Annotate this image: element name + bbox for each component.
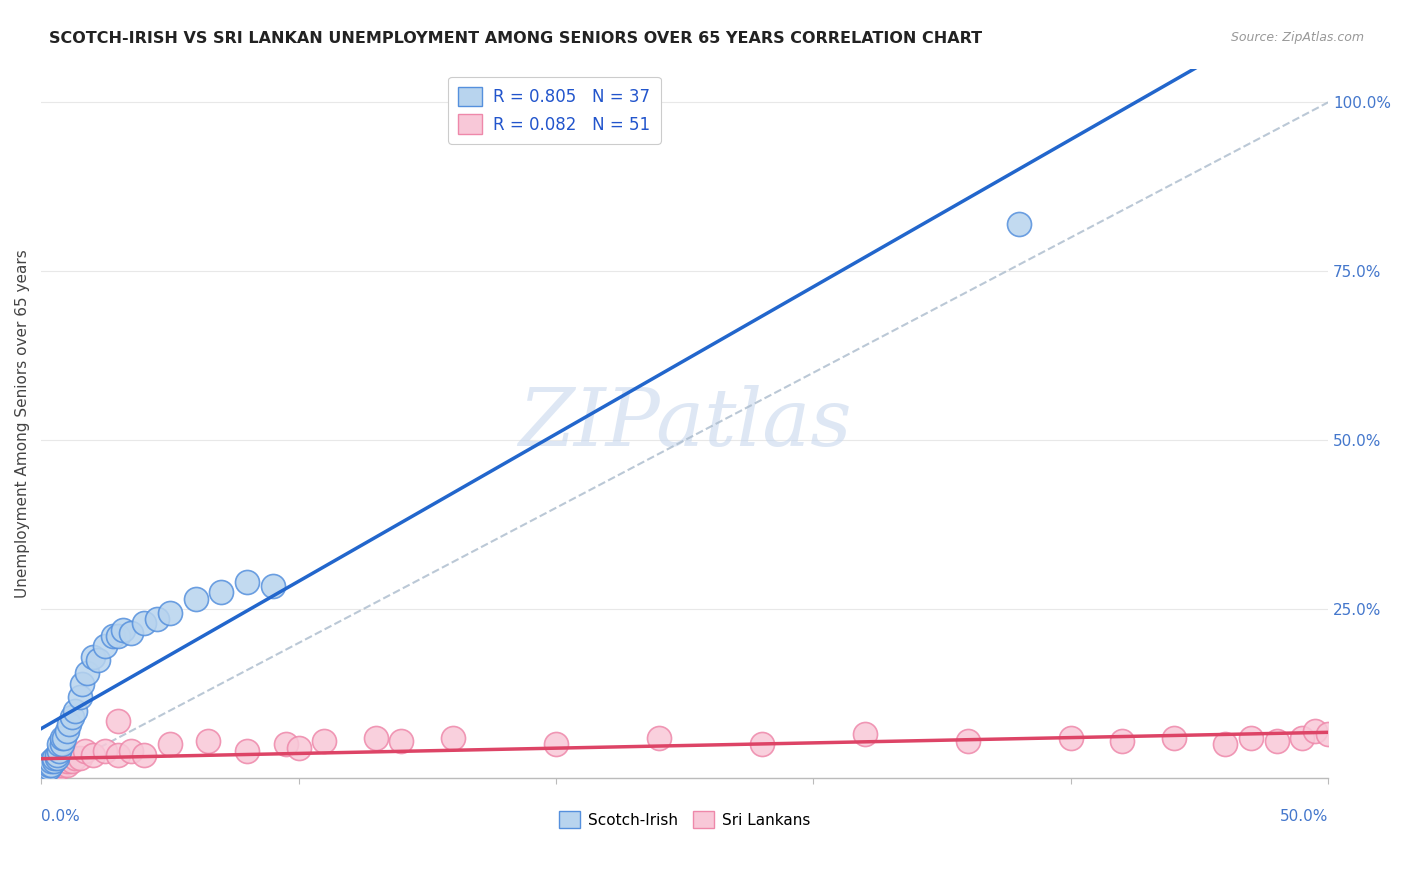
Point bbox=[146, 612, 169, 626]
Point bbox=[63, 751, 86, 765]
Point bbox=[94, 640, 117, 654]
Point bbox=[42, 755, 65, 769]
Point bbox=[648, 731, 671, 745]
Point bbox=[107, 714, 129, 728]
Point bbox=[120, 744, 142, 758]
Text: 0.0%: 0.0% bbox=[41, 809, 80, 823]
Point bbox=[51, 731, 73, 745]
Point bbox=[53, 731, 76, 745]
Point bbox=[159, 738, 181, 752]
Point bbox=[58, 717, 80, 731]
Text: 50.0%: 50.0% bbox=[1279, 809, 1329, 823]
Point bbox=[38, 764, 60, 779]
Point bbox=[751, 738, 773, 752]
Point bbox=[1317, 727, 1340, 741]
Point bbox=[314, 734, 336, 748]
Point bbox=[1060, 731, 1083, 745]
Point bbox=[69, 690, 91, 705]
Point bbox=[1008, 217, 1031, 231]
Point bbox=[262, 578, 284, 592]
Y-axis label: Unemployment Among Seniors over 65 years: Unemployment Among Seniors over 65 years bbox=[15, 249, 30, 598]
Point bbox=[82, 747, 104, 762]
Point bbox=[38, 761, 60, 775]
Point bbox=[544, 738, 567, 752]
Point bbox=[159, 606, 181, 620]
Text: ZIPatlas: ZIPatlas bbox=[517, 384, 852, 462]
Point bbox=[42, 751, 65, 765]
Point bbox=[82, 649, 104, 664]
Point bbox=[184, 592, 207, 607]
Point bbox=[41, 755, 63, 769]
Point bbox=[45, 747, 67, 762]
Text: Source: ZipAtlas.com: Source: ZipAtlas.com bbox=[1230, 31, 1364, 45]
Point bbox=[60, 755, 83, 769]
Point bbox=[274, 738, 297, 752]
Point bbox=[1291, 731, 1313, 745]
Point bbox=[94, 744, 117, 758]
Point bbox=[107, 747, 129, 762]
Point bbox=[287, 740, 309, 755]
Point bbox=[197, 734, 219, 748]
Point bbox=[1163, 731, 1185, 745]
Point bbox=[72, 676, 94, 690]
Point bbox=[35, 768, 58, 782]
Point bbox=[63, 704, 86, 718]
Point bbox=[69, 751, 91, 765]
Point bbox=[107, 629, 129, 643]
Point bbox=[51, 738, 73, 752]
Point bbox=[1303, 723, 1326, 738]
Point bbox=[60, 710, 83, 724]
Point bbox=[236, 744, 259, 758]
Point bbox=[441, 731, 464, 745]
Point bbox=[48, 744, 70, 758]
Text: SCOTCH-IRISH VS SRI LANKAN UNEMPLOYMENT AMONG SENIORS OVER 65 YEARS CORRELATION : SCOTCH-IRISH VS SRI LANKAN UNEMPLOYMENT … bbox=[49, 31, 983, 46]
Point bbox=[51, 755, 73, 769]
Point bbox=[1111, 734, 1133, 748]
Point bbox=[391, 734, 413, 748]
Point bbox=[32, 764, 55, 779]
Point bbox=[1240, 731, 1263, 745]
Legend: Scotch-Irish, Sri Lankans: Scotch-Irish, Sri Lankans bbox=[553, 805, 817, 834]
Point bbox=[1213, 738, 1236, 752]
Point bbox=[76, 666, 98, 681]
Point bbox=[56, 757, 79, 772]
Point bbox=[112, 623, 135, 637]
Point bbox=[45, 755, 67, 769]
Point bbox=[1265, 734, 1288, 748]
Point bbox=[41, 757, 63, 772]
Point bbox=[45, 761, 67, 775]
Point bbox=[38, 757, 60, 772]
Point bbox=[103, 629, 125, 643]
Point bbox=[87, 653, 110, 667]
Point bbox=[56, 723, 79, 738]
Point bbox=[35, 764, 58, 779]
Point bbox=[35, 761, 58, 775]
Point bbox=[853, 727, 876, 741]
Point bbox=[42, 761, 65, 775]
Point bbox=[51, 757, 73, 772]
Point bbox=[48, 761, 70, 775]
Point bbox=[45, 751, 67, 765]
Point bbox=[132, 747, 155, 762]
Point bbox=[209, 585, 232, 599]
Point bbox=[132, 615, 155, 630]
Point bbox=[41, 764, 63, 779]
Point bbox=[48, 738, 70, 752]
Point bbox=[364, 731, 387, 745]
Point bbox=[58, 751, 80, 765]
Point bbox=[53, 755, 76, 769]
Point bbox=[48, 757, 70, 772]
Point bbox=[38, 757, 60, 772]
Point bbox=[56, 755, 79, 769]
Point bbox=[956, 734, 979, 748]
Point bbox=[42, 757, 65, 772]
Point bbox=[32, 764, 55, 779]
Point bbox=[120, 626, 142, 640]
Point bbox=[236, 575, 259, 590]
Point bbox=[73, 744, 96, 758]
